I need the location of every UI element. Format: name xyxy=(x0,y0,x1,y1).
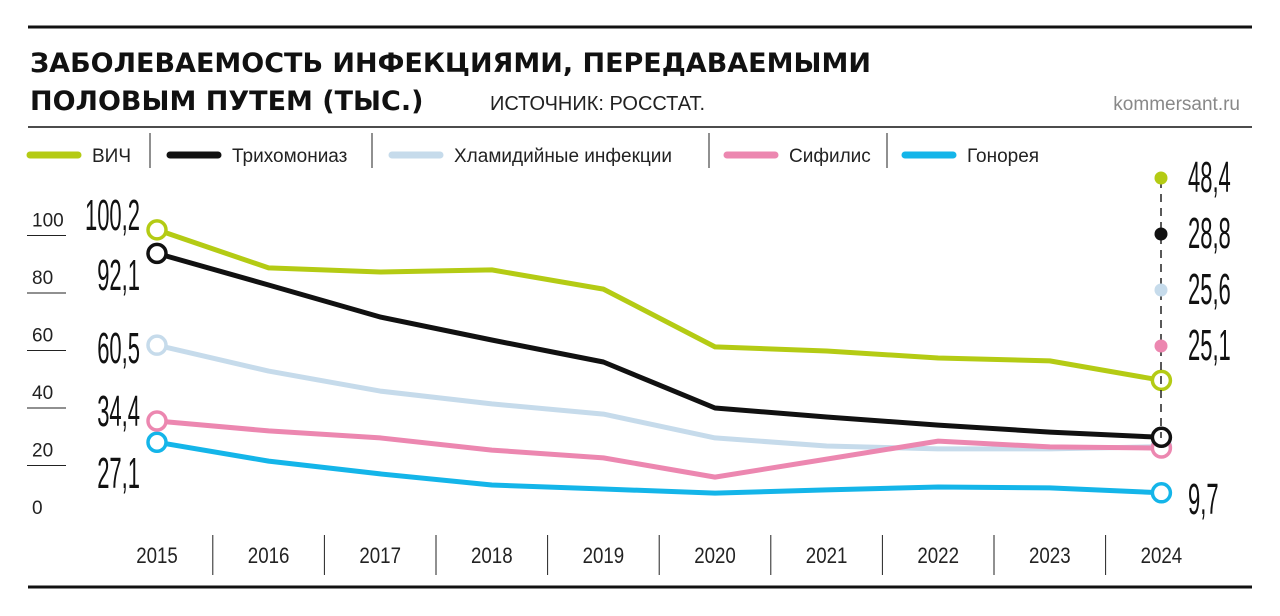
end-value-label: 28,8 xyxy=(1188,210,1231,258)
series-line-3 xyxy=(156,418,1162,480)
start-value-label: 27,1 xyxy=(97,450,140,498)
end-value-label: 48,4 xyxy=(1188,154,1231,202)
end-marker xyxy=(1154,339,1168,353)
y-tick-label: 100 xyxy=(32,211,64,232)
series-line-4 xyxy=(156,439,1162,496)
start-value-label: 60,5 xyxy=(97,325,140,373)
x-tick-label: 2018 xyxy=(471,545,513,569)
series-line-0 xyxy=(156,227,1162,383)
legend-label: Хламидийные инфекции xyxy=(454,146,672,167)
start-value-label: 92,1 xyxy=(97,252,140,300)
x-tick-label: 2015 xyxy=(136,545,178,569)
x-tick-label: 2020 xyxy=(694,545,736,569)
x-axis: 2015 2016 2017 2018 2019 2020 2021 2022 2023 2024 xyxy=(136,535,1182,575)
x-tick-label: 2024 xyxy=(1141,545,1183,569)
data-point xyxy=(146,334,168,356)
start-value-label: 34,4 xyxy=(97,388,140,436)
legend-label: Сифилис xyxy=(789,146,871,167)
y-tick-label: 20 xyxy=(32,441,53,462)
x-tick-label: 2021 xyxy=(806,545,848,569)
y-tick-label: 0 xyxy=(32,498,43,519)
x-tick-label: 2016 xyxy=(248,545,290,569)
end-value-label: 25,6 xyxy=(1188,266,1231,314)
y-axis: 0 20 40 60 80 100 xyxy=(27,211,66,519)
legend-item: Сифилис xyxy=(723,146,871,167)
data-point xyxy=(146,431,168,453)
legend-label: ВИЧ xyxy=(92,146,131,167)
x-tick-label: 2022 xyxy=(917,545,959,569)
end-marker xyxy=(1154,171,1168,185)
legend: ВИЧ Трихомониаз Хламидийные инфекции Сифили… xyxy=(26,133,1039,168)
start-value-label: 100,2 xyxy=(85,192,140,240)
title-line-1: ЗАБОЛЕВАЕМОСТЬ ИНФЕКЦИЯМИ, ПЕРЕДАВАЕМЫМИ xyxy=(30,48,871,79)
data-point xyxy=(146,219,168,241)
data-point xyxy=(146,242,168,265)
x-tick-label: 2017 xyxy=(359,545,401,569)
legend-item: Трихомониаз xyxy=(166,146,347,167)
series-lines xyxy=(146,219,1173,504)
x-tick-label: 2023 xyxy=(1029,545,1071,569)
x-tick-label: 2019 xyxy=(583,545,625,569)
data-point xyxy=(146,410,168,432)
legend-label: Трихомониаз xyxy=(232,146,347,167)
source-label: ИСТОЧНИК: РОССТАТ. xyxy=(490,93,705,115)
y-tick-label: 40 xyxy=(32,383,53,404)
y-tick-label: 60 xyxy=(32,326,53,347)
end-value-label: 9,7 xyxy=(1188,476,1219,524)
series-line-1 xyxy=(156,250,1162,440)
legend-label: Гонорея xyxy=(967,146,1039,167)
y-tick-label: 80 xyxy=(32,268,53,289)
end-marker xyxy=(1154,227,1168,241)
legend-item: Хламидийные инфекции xyxy=(388,146,672,167)
title-line-2: ПОЛОВЫМ ПУТЕМ (ТЫС.) xyxy=(30,86,423,117)
end-value-label: 25,1 xyxy=(1188,322,1231,370)
legend-item: ВИЧ xyxy=(26,146,131,167)
value-labels: 100,2 92,1 60,5 34,4 27,1 48,4 28,8 25,6 25,1 9,7 xyxy=(85,154,1231,524)
site-label: kommersant.ru xyxy=(1113,94,1240,115)
data-point xyxy=(1150,482,1173,504)
series-line-2 xyxy=(156,342,1162,452)
end-marker xyxy=(1154,283,1168,297)
legend-item: Гонорея xyxy=(901,146,1039,167)
